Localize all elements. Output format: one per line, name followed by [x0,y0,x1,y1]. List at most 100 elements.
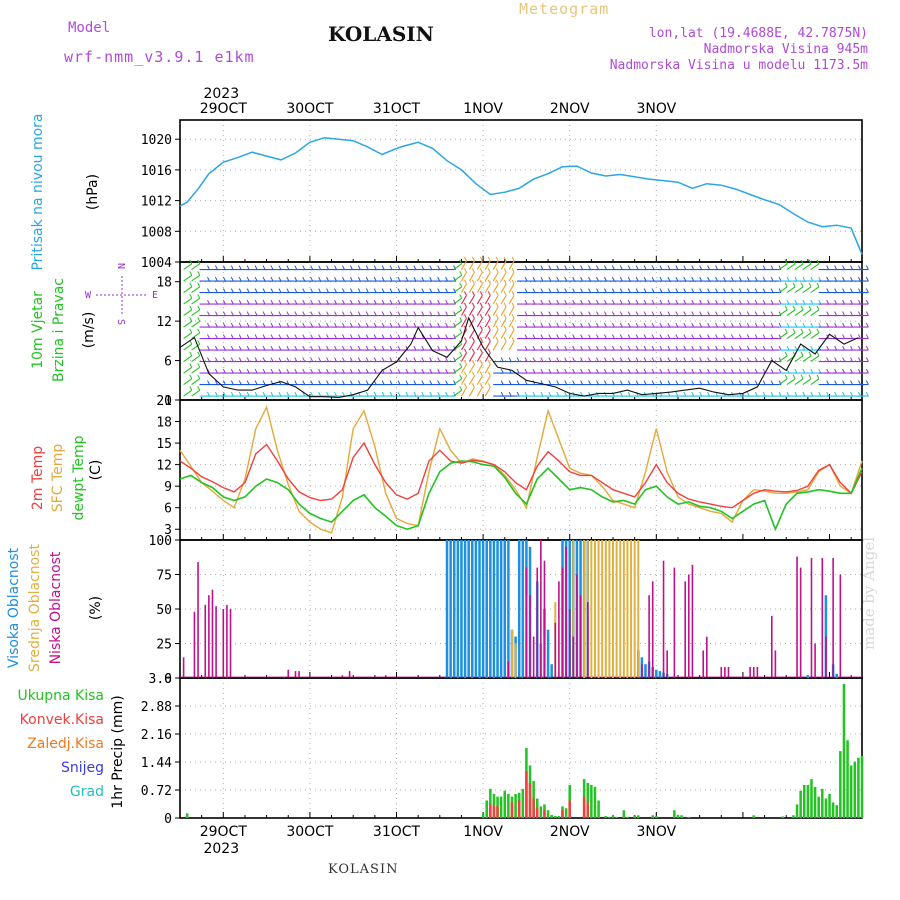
wind-barb [484,352,491,362]
wind-barb-flag [246,345,250,351]
wind-barb-flag [619,288,623,293]
total-precip-bar [185,813,189,818]
wind-barb-flag [596,334,599,339]
wind-barb [460,306,467,316]
wind-barb-flag [699,322,703,328]
wind-barb-flag [349,345,353,351]
wind-barb-flag [524,345,528,351]
wind-barb-flag [189,259,193,265]
wind-barb-flag [746,368,750,374]
wind-barb [810,263,820,271]
wind-barb [468,329,475,339]
wind-barb-flag [189,282,193,288]
wind-barb-flag [341,368,345,374]
wind-barb-flag [723,368,726,374]
wind-barb-flag [643,311,647,316]
wind-barb-flag [381,334,385,339]
wind-barb-flag [707,357,711,362]
wind-barb-flag [784,305,788,311]
high-cloud-bar [485,540,488,678]
wind-barb-flag [858,276,861,282]
wind-barb-flag [754,265,758,270]
wind-barb-flag [865,276,869,282]
wind-barb-flag [197,351,201,357]
wind-barb-flag [699,380,703,385]
wind-barb-flag [516,380,520,385]
wind-barb [183,389,193,397]
wind-barb-flag [834,380,838,385]
low-cloud-bar [529,595,531,678]
wind-barb-flag [865,357,869,362]
wind-barb-flag [471,268,475,273]
wind-barb [476,295,483,305]
wind-barb-flag [310,265,314,270]
wind-barb-flag [508,357,512,362]
date-label-top: 29OCT [200,101,248,117]
wind-barb [460,260,467,270]
wind-barb-flag [341,391,345,397]
wind-barb-flag [580,311,584,316]
wind-barb-flag [865,299,869,305]
total-precip-bar [831,802,835,818]
ylabel-low-cloud: Niska Oblacnost [48,551,64,664]
wind-barb-flag [532,334,536,339]
panel-frame [179,677,863,819]
wind-barb-flag [659,357,663,362]
wind-barb-flag [495,337,499,342]
wind-barb-flag [524,368,528,374]
wind-barb-flag [464,279,467,285]
wind-barb-flag [691,334,695,339]
wind-barb-flag [746,391,750,397]
wind-barb-flag [643,288,647,293]
wind-barb [191,366,201,374]
wind-barb-flag [699,368,703,374]
conv-precip-bar [517,800,521,818]
wind-barb-flag [286,311,290,316]
wind-barb-flag [503,268,507,273]
wind-barb-flag [487,302,491,308]
wind-barb-flag [326,276,330,282]
wind-barb [453,320,463,328]
wind-barb-flag [471,360,475,365]
wind-barb [191,274,201,282]
wind-barb-flag [326,265,330,270]
wind-barb-flag [572,334,576,339]
wind-barb-flag [556,391,560,397]
wind-barb-flag [627,311,631,316]
wind-barb [183,297,193,305]
y-tick-label: 0 [164,394,172,409]
low-cloud-bar [558,581,560,678]
wind-barb-flag [667,265,671,270]
total-precip-bar [586,783,590,818]
total-precip-bar [803,784,806,818]
wind-barb-flag [479,348,483,354]
total-precip-bar [564,808,568,818]
wind-barb-flag [762,265,766,270]
wind-barb-flag [826,276,830,282]
y-tick-label: 2.88 [141,700,172,715]
high-cloud-bar [644,664,647,678]
wind-barb-flag [262,334,266,339]
wind-barb-flag [770,334,774,339]
total-precip-bar [590,784,593,818]
date-label-top: 31OCT [373,101,421,117]
wind-barb-flag [437,357,441,362]
wind-barb-flag [445,299,449,305]
wind-barb-flag [214,357,218,362]
wind-barb-flag [222,311,226,316]
wind-barb-flag [197,328,201,334]
wind-barb-flag [459,351,463,357]
wind-barb-flag [842,345,846,351]
wind-barb-flag [635,276,639,282]
wind-barb-flag [214,311,218,316]
wind-barb-flag [794,391,798,397]
wind-barb-flag [619,345,623,351]
wind-barb-flag [675,299,679,305]
wind-barb-flag [464,360,467,365]
wind-barb-flag [429,265,433,270]
wind-barb-flag [627,322,631,328]
wind-barb-flag [310,345,314,351]
panel-precipitation: 0 0.72 1.44 2.16 2.88 3.6 [141,672,863,827]
mid-cloud-bar [572,540,575,678]
total-precip-bar [546,810,550,818]
